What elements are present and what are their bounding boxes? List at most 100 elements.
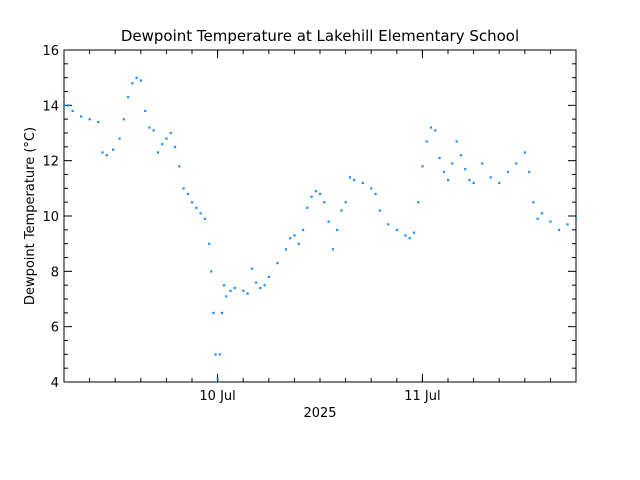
data-point <box>310 195 313 198</box>
data-point <box>152 129 155 132</box>
data-point <box>118 137 121 140</box>
y-tick-label: 10 <box>42 210 59 225</box>
data-point <box>225 295 228 298</box>
data-point <box>506 170 509 173</box>
data-point <box>165 137 168 140</box>
data-point <box>203 217 206 220</box>
data-point <box>67 104 70 107</box>
data-point <box>144 109 147 113</box>
data-point <box>63 104 66 107</box>
x-tick-label: 11 Jul <box>404 389 440 404</box>
data-point <box>327 220 330 223</box>
data-point <box>210 270 213 273</box>
data-point <box>472 181 475 184</box>
data-point <box>195 206 198 209</box>
data-point <box>199 212 202 215</box>
data-point <box>442 170 445 173</box>
data-point <box>80 115 83 118</box>
data-point <box>301 228 305 232</box>
data-point <box>447 179 450 182</box>
data-point <box>112 148 115 151</box>
data-point <box>549 220 552 223</box>
data-point <box>523 151 526 154</box>
data-point <box>101 151 104 154</box>
data-point <box>161 143 164 146</box>
data-point <box>532 201 535 204</box>
data-point <box>276 262 279 265</box>
data-point <box>566 223 569 226</box>
x-tick-label: 10 Jul <box>199 389 235 404</box>
data-point <box>459 154 462 157</box>
data-point <box>425 140 428 143</box>
data-point <box>412 231 416 234</box>
data-point <box>429 126 433 129</box>
y-tick-label: 16 <box>42 44 59 59</box>
data-point <box>263 284 266 287</box>
data-point <box>421 165 424 168</box>
data-point <box>417 201 420 204</box>
data-point <box>408 237 411 240</box>
data-point <box>515 162 518 165</box>
x-axis: 10 Jul 11 Jul <box>63 50 577 404</box>
plot-frame <box>63 49 577 383</box>
x-axis-label: 2025 <box>303 406 336 421</box>
data-point <box>229 289 232 292</box>
data-point <box>331 248 334 251</box>
data-point <box>387 223 390 226</box>
data-point <box>148 126 151 129</box>
data-point <box>233 286 236 290</box>
data-point <box>464 167 467 171</box>
data-point <box>214 353 217 356</box>
data-point <box>557 228 561 232</box>
data-point <box>127 96 130 99</box>
data-point <box>191 201 194 204</box>
data-point <box>344 201 347 204</box>
data-point <box>267 275 270 279</box>
data-point <box>340 209 343 212</box>
data-point <box>131 82 134 85</box>
data-point <box>169 132 172 135</box>
y-tick-label: 4 <box>51 376 59 391</box>
data-point <box>88 118 91 121</box>
data-point <box>71 109 74 113</box>
data-point <box>216 378 219 381</box>
data-point <box>540 212 544 215</box>
data-point <box>284 248 288 251</box>
data-point <box>468 179 471 182</box>
data-point <box>528 170 531 173</box>
data-point <box>319 192 322 196</box>
data-point <box>404 234 407 237</box>
chart-title: Dewpoint Temperature at Lakehill Element… <box>121 27 519 45</box>
data-point <box>97 120 100 124</box>
y-tick-label: 6 <box>51 321 59 336</box>
data-point <box>156 151 160 154</box>
data-point <box>536 217 539 220</box>
data-point <box>374 192 377 196</box>
data-point <box>323 201 326 204</box>
data-point <box>173 145 177 149</box>
data-point <box>242 289 245 292</box>
data-point <box>218 353 221 356</box>
data-point <box>434 129 437 132</box>
data-point <box>378 209 381 212</box>
data-point <box>370 187 373 190</box>
data-point <box>208 242 211 245</box>
data-point <box>139 79 142 82</box>
data-point <box>348 176 352 179</box>
dewpoint-series <box>63 76 578 381</box>
data-point <box>455 140 458 143</box>
data-point <box>259 286 262 290</box>
data-point <box>220 311 224 315</box>
data-point <box>314 190 317 193</box>
data-point <box>336 228 339 232</box>
data-point <box>353 179 356 182</box>
data-point <box>293 234 296 237</box>
data-point <box>105 154 108 157</box>
data-point <box>451 162 454 165</box>
y-axis: 4 6 8 10 12 14 16 <box>42 44 576 391</box>
data-point <box>246 292 249 295</box>
data-point <box>438 156 441 160</box>
y-tick-label: 14 <box>42 99 59 114</box>
data-point <box>489 176 492 179</box>
